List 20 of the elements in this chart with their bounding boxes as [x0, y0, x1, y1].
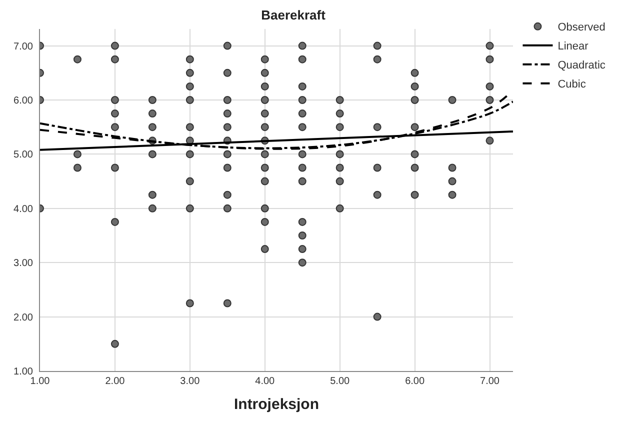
- x-tick-label: 3.00: [180, 376, 200, 387]
- x-tick-label: 5.00: [330, 376, 350, 387]
- y-tick-label: 5.00: [14, 150, 34, 161]
- x-axis-title: Introjeksjon: [234, 396, 320, 413]
- legend-label: Linear: [558, 40, 589, 53]
- legend-label: Observed: [558, 22, 606, 34]
- legend-label: Quadratic: [558, 60, 606, 72]
- y-tick-label: 7.00: [14, 41, 34, 52]
- y-tick-label: 6.00: [14, 96, 34, 106]
- legend-label: Cubic: [558, 78, 586, 91]
- x-tick-label: 1.00: [30, 376, 50, 387]
- x-tick-label: 7.00: [480, 376, 500, 387]
- x-tick-label: 6.00: [405, 376, 425, 387]
- y-tick-label: 3.00: [14, 258, 34, 270]
- chart-title: Baerekraft: [261, 8, 326, 23]
- x-tick-label: 4.00: [255, 376, 276, 387]
- y-tick-label: 4.00: [14, 204, 34, 215]
- y-tick-label: 2.00: [14, 312, 34, 324]
- x-tick-label: 2.00: [105, 376, 126, 387]
- y-tick-label: 1.00: [14, 366, 34, 378]
